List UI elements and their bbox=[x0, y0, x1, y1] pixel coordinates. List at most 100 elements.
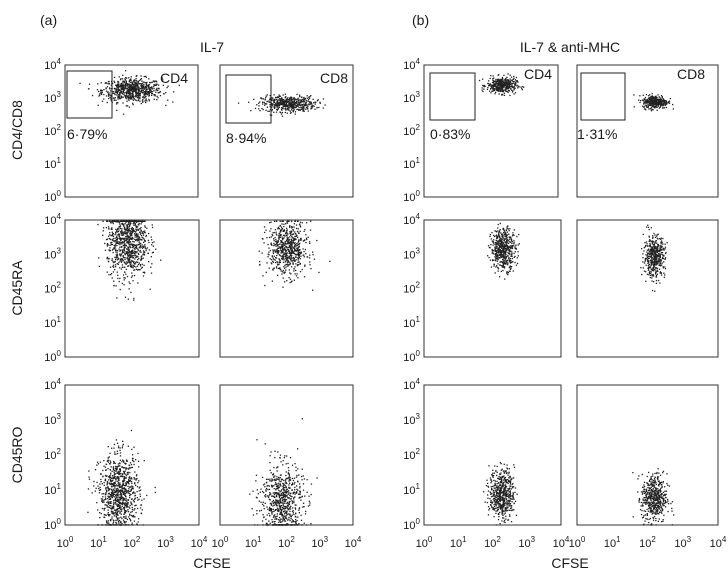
event-dot bbox=[506, 247, 508, 250]
event-dot bbox=[506, 79, 509, 81]
event-dot bbox=[504, 242, 506, 244]
event-dot bbox=[119, 237, 122, 239]
event-dot bbox=[278, 96, 280, 98]
event-dot bbox=[641, 248, 643, 250]
event-dot bbox=[107, 520, 109, 522]
event-dot bbox=[656, 273, 659, 275]
event-dot bbox=[510, 241, 512, 243]
event-dot bbox=[503, 233, 505, 236]
event-dot bbox=[100, 89, 102, 91]
event-dot bbox=[148, 88, 150, 90]
event-dot bbox=[163, 93, 165, 95]
event-dot bbox=[125, 94, 127, 97]
event-dot bbox=[295, 254, 297, 256]
event-dot bbox=[299, 225, 301, 227]
event-dot bbox=[118, 501, 120, 503]
event-dot bbox=[122, 90, 125, 92]
event-dot bbox=[126, 504, 128, 506]
event-dot bbox=[290, 104, 292, 107]
event-dot bbox=[511, 247, 514, 249]
event-dot bbox=[293, 268, 295, 270]
event-dot bbox=[294, 260, 296, 262]
event-dot bbox=[126, 257, 128, 259]
event-dot bbox=[143, 271, 145, 273]
event-dot bbox=[269, 108, 272, 111]
event-dot bbox=[274, 102, 277, 104]
event-dot bbox=[122, 113, 125, 115]
event-dot bbox=[137, 80, 140, 82]
event-dot bbox=[115, 485, 117, 487]
event-dot bbox=[501, 87, 503, 90]
event-dot bbox=[512, 234, 514, 236]
event-dot bbox=[281, 258, 283, 261]
event-dot bbox=[133, 85, 135, 87]
event-dot bbox=[159, 91, 161, 93]
scatter-panel-il7-cd4-cd4cd8: CD4 6·79% bbox=[64, 64, 199, 198]
event-dot bbox=[648, 272, 651, 274]
event-dot bbox=[133, 244, 136, 247]
event-dot bbox=[101, 93, 103, 96]
y-tick-label: 103 bbox=[44, 412, 61, 427]
event-dot bbox=[504, 251, 506, 253]
event-dot bbox=[111, 258, 113, 260]
event-dot bbox=[506, 273, 508, 275]
event-dot bbox=[297, 242, 299, 244]
event-dot bbox=[111, 506, 114, 508]
event-dot bbox=[663, 249, 665, 251]
event-dot bbox=[651, 275, 653, 277]
event-dot bbox=[140, 86, 142, 88]
event-dot bbox=[110, 84, 112, 86]
event-dot bbox=[500, 253, 502, 255]
event-dot bbox=[651, 96, 653, 99]
event-dot bbox=[269, 94, 271, 97]
event-dot bbox=[284, 281, 286, 283]
event-dot bbox=[131, 255, 134, 257]
event-dot bbox=[122, 223, 124, 225]
event-dot bbox=[107, 513, 109, 515]
event-dot bbox=[282, 230, 284, 232]
event-dot bbox=[307, 110, 309, 112]
event-dot bbox=[656, 261, 659, 263]
event-dot bbox=[139, 92, 141, 95]
event-dot bbox=[496, 237, 498, 240]
event-dot bbox=[649, 99, 651, 101]
event-dot bbox=[136, 75, 138, 77]
event-dot bbox=[126, 240, 128, 242]
event-dot bbox=[638, 99, 640, 101]
event-dot bbox=[104, 249, 107, 251]
event-dot bbox=[280, 270, 282, 272]
event-dot bbox=[639, 101, 641, 104]
event-dot bbox=[491, 252, 493, 254]
event-dot bbox=[127, 223, 130, 225]
event-dot bbox=[130, 265, 132, 267]
event-dot bbox=[139, 220, 142, 222]
event-dot bbox=[130, 97, 132, 99]
event-dot bbox=[112, 235, 115, 237]
event-dot bbox=[276, 252, 278, 254]
event-dot bbox=[297, 252, 299, 254]
event-dot bbox=[109, 247, 111, 249]
event-dot bbox=[511, 85, 513, 87]
event-dot bbox=[293, 102, 296, 104]
event-dot bbox=[481, 89, 483, 91]
event-dot bbox=[509, 249, 511, 252]
event-dot bbox=[139, 96, 141, 98]
event-dot bbox=[299, 109, 302, 111]
event-dot bbox=[500, 241, 502, 243]
event-dot bbox=[291, 280, 293, 282]
event-dot bbox=[129, 265, 131, 267]
event-dot bbox=[112, 248, 114, 250]
event-dot bbox=[130, 87, 132, 89]
event-dot bbox=[140, 232, 142, 235]
event-dot bbox=[516, 80, 518, 82]
event-dot bbox=[137, 248, 139, 250]
event-dot bbox=[660, 98, 662, 100]
event-dot bbox=[668, 101, 670, 103]
event-dot bbox=[127, 91, 130, 93]
event-dot bbox=[659, 264, 661, 266]
event-dot bbox=[276, 261, 278, 263]
event-dot bbox=[153, 84, 155, 86]
event-dot bbox=[150, 81, 152, 84]
x-tick-label: 101 bbox=[90, 535, 107, 550]
event-dot bbox=[173, 91, 175, 93]
